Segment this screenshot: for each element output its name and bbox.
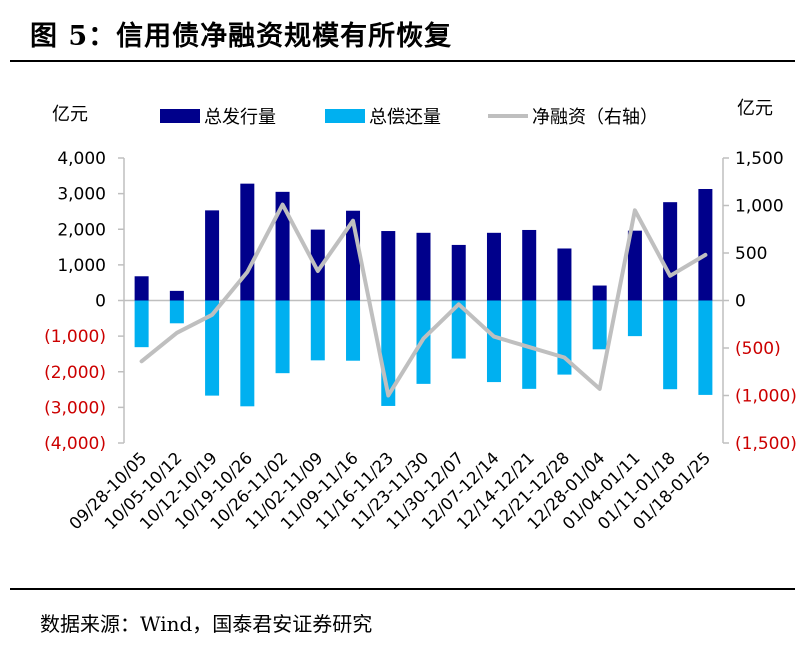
- issuance-bar: [627, 230, 642, 301]
- left-tick-label: 2,000: [57, 220, 106, 240]
- left-axis-unit: 亿元: [52, 104, 88, 125]
- right-tick-label: 1,500: [735, 149, 784, 169]
- left-tick-label: 1,000: [57, 256, 106, 276]
- chart-legend: 总发行量 总偿还量 净融资（右轴）: [160, 107, 658, 128]
- issuance-bar: [240, 183, 255, 301]
- issuance-bar: [275, 191, 290, 301]
- repayment-bar: [169, 300, 184, 324]
- issuance-bar: [381, 231, 396, 301]
- issuance-bar: [557, 248, 572, 301]
- right-tick-label: 1,000: [735, 197, 784, 217]
- issuance-bar: [522, 229, 537, 301]
- repayment-bar: [240, 300, 255, 407]
- right-tick-label: (500): [735, 339, 781, 359]
- repayment-bar: [310, 300, 325, 361]
- left-tick-label: 4,000: [57, 149, 106, 169]
- left-tick-label: (3,000): [44, 398, 106, 418]
- source-note: 数据来源：Wind，国泰君安证券研究: [40, 612, 373, 636]
- repayment-bar: [663, 300, 678, 390]
- issuance-bar: [416, 232, 431, 301]
- issuance-bar: [169, 290, 184, 301]
- issuance-bar: [663, 202, 678, 301]
- repayment-bar: [205, 300, 220, 396]
- issuance-bar: [205, 210, 220, 301]
- right-tick-label: (1,500): [735, 434, 797, 454]
- repayment-bar: [275, 300, 290, 374]
- legend-label: 总偿还量: [369, 107, 441, 128]
- left-tick-label: 3,000: [57, 185, 106, 205]
- right-tick-label: 0: [735, 292, 746, 312]
- issuance-bars: [134, 183, 713, 301]
- legend-label: 总发行量: [204, 107, 276, 128]
- left-tick-label: (1,000): [44, 327, 106, 347]
- repayment-bar: [346, 300, 361, 361]
- legend-swatch: [325, 109, 365, 123]
- top-rule: [10, 60, 795, 62]
- issuance-bar: [310, 229, 325, 301]
- issuance-bar: [592, 285, 607, 301]
- x-tick-labels: 09/28-10/0510/05-10/1210/12-10/1910/19-1…: [66, 448, 715, 533]
- bottom-rule: [10, 588, 795, 590]
- issuance-bar: [134, 276, 149, 301]
- repayment-bar: [698, 300, 713, 395]
- issuance-bar: [451, 244, 466, 301]
- repayment-bar: [627, 300, 642, 337]
- net-financing-line: [139, 202, 708, 398]
- repayment-bar: [522, 300, 537, 389]
- repayment-bar: [451, 300, 466, 359]
- issuance-bar: [486, 232, 501, 301]
- left-tick-label: (4,000): [44, 434, 106, 454]
- issuance-bar: [698, 188, 713, 301]
- chart-axes: 亿元 亿元 4,000 3,000 2,000 1,000 0 (1,000) (2,000) (…: [44, 98, 797, 454]
- left-tick-label: 0: [95, 292, 106, 312]
- repayment-bar: [486, 300, 501, 383]
- legend-swatch: [160, 109, 200, 123]
- right-axis-unit: 亿元: [737, 98, 773, 119]
- repayment-bars: [134, 300, 713, 407]
- right-tick-label: (1,000): [735, 387, 797, 407]
- figure-title: 图 5：信用债净融资规模有所恢复: [30, 21, 453, 52]
- right-tick-label: 500: [735, 244, 767, 264]
- legend-label: 净融资（右轴）: [532, 107, 658, 128]
- repayment-bar: [134, 300, 149, 348]
- repayment-bar: [592, 300, 607, 350]
- left-tick-label: (2,000): [44, 363, 106, 383]
